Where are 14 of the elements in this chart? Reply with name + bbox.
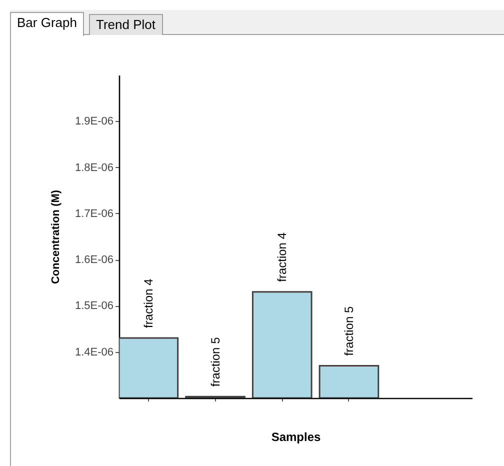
tab: Trend Plot: [89, 14, 162, 35]
data-label: fraction 5: [342, 306, 356, 356]
y-tick-label: 1.6E-06: [74, 254, 114, 266]
y-tick-label: 1.5E-06: [74, 300, 114, 312]
data-label: fraction 4: [275, 232, 290, 282]
y-tick-label: 1.9E-06: [74, 116, 114, 128]
data-label: fraction 4: [141, 278, 156, 328]
y-axis-title: Concentration (M): [50, 190, 62, 284]
y-tick-label: 1.8E-06: [74, 162, 114, 174]
tab: Bar Graph: [10, 12, 84, 36]
y-tick-label: 1.4E-06: [74, 346, 114, 358]
y-tick-label: 1.7E-06: [74, 208, 114, 220]
x-axis-title: Samples: [271, 430, 322, 444]
data-label: fraction 5: [208, 336, 222, 387]
